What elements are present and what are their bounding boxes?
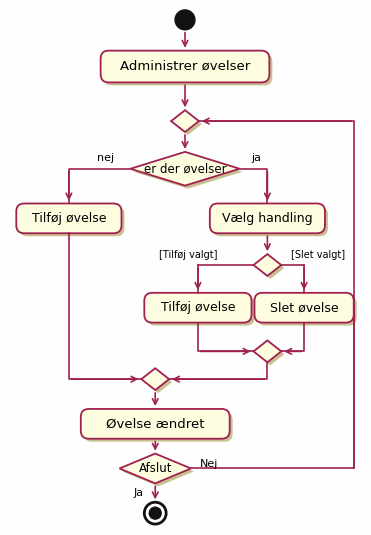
Polygon shape	[256, 257, 284, 279]
FancyBboxPatch shape	[144, 293, 252, 323]
Polygon shape	[134, 155, 243, 189]
Circle shape	[144, 502, 166, 524]
Text: nej: nej	[97, 153, 114, 163]
FancyBboxPatch shape	[81, 409, 230, 439]
Text: Administrer øvelser: Administrer øvelser	[120, 60, 250, 73]
Text: Slet øvelse: Slet øvelse	[270, 301, 338, 314]
FancyBboxPatch shape	[147, 296, 255, 326]
Polygon shape	[122, 456, 194, 486]
FancyBboxPatch shape	[213, 207, 328, 236]
Polygon shape	[131, 152, 240, 186]
Text: [Slet valgt]: [Slet valgt]	[291, 250, 345, 260]
Polygon shape	[256, 343, 284, 365]
Text: Øvelse ændret: Øvelse ændret	[106, 417, 204, 430]
Polygon shape	[119, 454, 191, 483]
Text: Vælg handling: Vælg handling	[222, 212, 313, 225]
Polygon shape	[144, 371, 172, 393]
Polygon shape	[253, 254, 281, 276]
Circle shape	[149, 507, 161, 519]
FancyBboxPatch shape	[210, 203, 325, 233]
Text: er der øvelser: er der øvelser	[144, 162, 226, 175]
Polygon shape	[253, 340, 281, 362]
FancyBboxPatch shape	[101, 51, 269, 82]
FancyBboxPatch shape	[84, 412, 233, 442]
FancyBboxPatch shape	[19, 207, 124, 236]
Polygon shape	[171, 110, 199, 132]
FancyBboxPatch shape	[104, 54, 272, 86]
Text: [Tilføj valgt]: [Tilføj valgt]	[159, 250, 218, 260]
FancyBboxPatch shape	[255, 293, 354, 323]
Polygon shape	[141, 368, 169, 390]
Text: Tilføj øvelse: Tilføj øvelse	[161, 301, 235, 314]
Text: Afslut: Afslut	[138, 462, 172, 475]
FancyBboxPatch shape	[16, 203, 121, 233]
FancyBboxPatch shape	[257, 296, 357, 326]
Text: Tilføj øvelse: Tilføj øvelse	[32, 212, 106, 225]
Circle shape	[175, 10, 195, 30]
Polygon shape	[174, 113, 202, 135]
Text: Ja: Ja	[133, 488, 143, 498]
Text: Nej: Nej	[200, 458, 218, 469]
Text: ja: ja	[252, 153, 262, 163]
